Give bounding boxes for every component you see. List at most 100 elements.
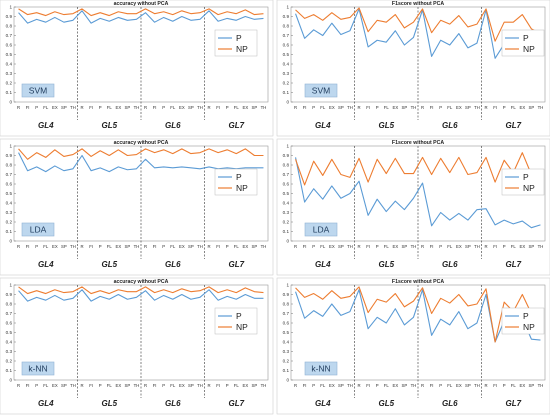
y-tick-label: 0.3 bbox=[283, 210, 290, 215]
y-tick-label: 0.4 bbox=[6, 201, 13, 206]
legend-label-p: P bbox=[236, 311, 242, 321]
y-tick-label: 0 bbox=[9, 378, 12, 383]
x-tick-label: TH bbox=[347, 244, 353, 249]
x-tick-label: FL bbox=[511, 244, 517, 249]
panel-svm-accuracy: accuracy without PCA 0 0.1 0.2 0.3 0.4 0.5 0.6 0… bbox=[0, 0, 274, 137]
x-tick-label: SP bbox=[61, 105, 67, 110]
x-tick-label: FL bbox=[234, 244, 240, 249]
y-tick-label: 0.4 bbox=[283, 62, 290, 67]
x-tick-label: SP bbox=[338, 383, 344, 388]
x-tick-label: TH bbox=[197, 383, 203, 388]
x-tick-label: FI bbox=[430, 105, 434, 110]
x-tick-label: SP bbox=[252, 105, 258, 110]
y-tick-label: 0.5 bbox=[6, 330, 13, 335]
classifier-label-box bbox=[304, 361, 338, 376]
x-tick-label: FI bbox=[430, 244, 434, 249]
x-tick-label: FL bbox=[43, 244, 49, 249]
group-label: GL5 bbox=[378, 260, 394, 269]
panel-border bbox=[276, 0, 550, 137]
y-tick-label: 0.5 bbox=[6, 52, 13, 57]
x-tick-label: P bbox=[376, 244, 379, 249]
x-tick-label: FL bbox=[511, 383, 517, 388]
group-label: GL4 bbox=[38, 260, 54, 269]
x-tick-label: SP bbox=[188, 244, 194, 249]
x-tick-label: FL bbox=[447, 383, 453, 388]
x-tick-label: FL bbox=[384, 244, 390, 249]
classifier-label: LDA bbox=[313, 225, 330, 235]
x-tick-label: R bbox=[294, 244, 297, 249]
x-tick-label: FI bbox=[26, 244, 30, 249]
x-tick-label: SP bbox=[61, 244, 67, 249]
group-label: GL7 bbox=[505, 260, 521, 269]
x-tick-label: EX bbox=[115, 383, 121, 388]
classifier-label-box bbox=[21, 361, 55, 376]
x-tick-label: R bbox=[484, 244, 487, 249]
x-tick-label: EX bbox=[329, 244, 335, 249]
y-tick-label: 0.7 bbox=[283, 33, 290, 38]
x-tick-label: R bbox=[357, 105, 360, 110]
classifier-label: k-NN bbox=[311, 364, 330, 374]
x-tick-label: FL bbox=[384, 105, 390, 110]
panel-border bbox=[0, 138, 274, 276]
x-tick-label: R bbox=[484, 105, 487, 110]
x-tick-label: SP bbox=[252, 244, 258, 249]
x-tick-label: R bbox=[144, 383, 147, 388]
x-tick-label: TH bbox=[474, 244, 480, 249]
x-tick-label: P bbox=[35, 383, 38, 388]
x-tick-label: FI bbox=[89, 105, 93, 110]
x-tick-label: EX bbox=[392, 383, 398, 388]
panel-svm-f1score: F1score without PCA 0 0.1 0.2 0.3 0.4 0.5 0.6 0.… bbox=[276, 0, 550, 137]
y-tick-label: 0.6 bbox=[283, 43, 290, 48]
legend-label-p: P bbox=[523, 311, 529, 321]
x-tick-label: EX bbox=[519, 105, 525, 110]
y-tick-label: 0.9 bbox=[283, 14, 290, 19]
x-tick-label: FL bbox=[511, 105, 517, 110]
x-tick-label: SP bbox=[188, 105, 194, 110]
x-tick-label: SP bbox=[465, 244, 471, 249]
x-tick-label: FI bbox=[216, 383, 220, 388]
classifier-label: SVM bbox=[29, 86, 47, 96]
y-tick-label: 0 bbox=[286, 100, 289, 105]
y-tick-label: 0.6 bbox=[283, 182, 290, 187]
x-tick-label: EX bbox=[329, 105, 335, 110]
x-tick-label: EX bbox=[392, 244, 398, 249]
y-tick-label: 0.2 bbox=[283, 81, 290, 86]
x-tick-label: P bbox=[376, 105, 379, 110]
classifier-label-box bbox=[304, 222, 338, 237]
x-tick-label: EX bbox=[115, 244, 121, 249]
x-tick-label: P bbox=[376, 383, 379, 388]
x-tick-label: FL bbox=[170, 244, 176, 249]
panel-border bbox=[276, 277, 550, 415]
x-tick-label: TH bbox=[197, 105, 203, 110]
y-tick-label: 0 bbox=[9, 239, 12, 244]
group-label: GL6 bbox=[165, 399, 181, 408]
classifier-label-box bbox=[304, 83, 338, 98]
series-line-np bbox=[18, 286, 264, 295]
x-tick-label: P bbox=[99, 244, 102, 249]
y-tick-label: 0.3 bbox=[283, 349, 290, 354]
classifier-label-box bbox=[21, 83, 55, 98]
y-tick-label: 0.2 bbox=[6, 81, 13, 86]
series-line-p bbox=[18, 10, 264, 24]
y-tick-label: 0.2 bbox=[283, 359, 290, 364]
x-tick-label: P bbox=[162, 105, 165, 110]
x-tick-label: R bbox=[357, 244, 360, 249]
x-tick-label: P bbox=[503, 244, 506, 249]
x-tick-label: SP bbox=[402, 244, 408, 249]
x-tick-label: EX bbox=[179, 383, 185, 388]
x-tick-label: P bbox=[503, 105, 506, 110]
series-line-p bbox=[295, 289, 541, 343]
x-tick-label: P bbox=[312, 244, 315, 249]
x-tick-label: FI bbox=[366, 244, 370, 249]
x-tick-label: R bbox=[421, 383, 424, 388]
x-tick-label: TH bbox=[134, 105, 140, 110]
x-tick-label: TH bbox=[261, 383, 267, 388]
group-label: GL5 bbox=[101, 260, 117, 269]
x-tick-label: EX bbox=[52, 105, 58, 110]
x-tick-label: R bbox=[207, 105, 210, 110]
y-tick-label: 0.8 bbox=[6, 163, 13, 168]
y-tick-label: 0.9 bbox=[283, 153, 290, 158]
group-label: GL5 bbox=[101, 121, 117, 130]
x-tick-label: P bbox=[99, 105, 102, 110]
x-tick-label: TH bbox=[197, 244, 203, 249]
